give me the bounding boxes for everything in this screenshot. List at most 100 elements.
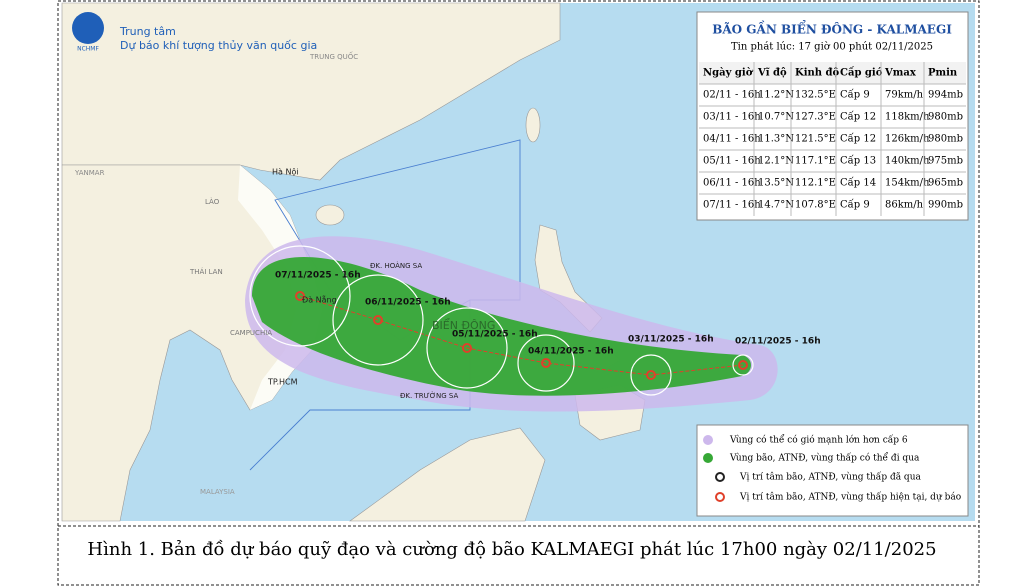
map-label: MALAYSIA (200, 488, 235, 496)
table-cell: Cấp 14 (840, 178, 876, 189)
table-cell: 118km/h (885, 112, 930, 123)
table-cell: 86km/h (885, 200, 924, 211)
legend (696, 424, 969, 517)
table-cell: 02/11 - 16h (703, 90, 761, 101)
table-cell: 117.1°E (795, 156, 836, 167)
legend-swatch (703, 453, 713, 463)
land-borneo (349, 427, 546, 522)
map-labels: TRUNG QUỐC YANMAR LÀO THÁI LAN CAMPUCHIA Hà N… (74, 51, 495, 496)
table-cell: Cấp 12 (840, 112, 876, 123)
column-header: Kinh độ (795, 68, 840, 79)
map-label: TRUNG QUỐC (309, 51, 358, 61)
table-cell: 10.7°N (758, 112, 794, 123)
storm-cone (252, 256, 751, 396)
table-cell: 06/11 - 16h (703, 178, 761, 189)
table-cell: 107.8°E (795, 200, 836, 211)
table-cell: 975mb (928, 156, 963, 167)
table-cell: 154km/h (885, 178, 930, 189)
forecast-label: 04/11/2025 - 16h (528, 347, 614, 357)
storm-center (646, 370, 656, 380)
table-subtitle: Tin phát lúc: 17 giờ 00 phút 02/11/2025 (731, 42, 933, 53)
forecast-label: 06/11/2025 - 16h (365, 298, 451, 308)
forecast-points: 02/11/2025 - 16h 03/11/2025 - 16h 04/11/20… (249, 245, 821, 396)
org-line1: Trung tâm (119, 25, 176, 38)
map-label: CAMPUCHIA (230, 329, 272, 337)
column-header: Vmax (884, 68, 917, 79)
map-label: Đà Nẵng (302, 295, 337, 305)
forecast-circle (517, 334, 575, 392)
forecast-circle (332, 274, 424, 366)
table-cell: 990mb (928, 200, 963, 211)
map-label: LÀO (205, 197, 220, 206)
table-grid: Ngày giờ Vĩ độ Kinh độ Cấp gió Vmax Pmin 02/11… (699, 62, 966, 216)
forecast-label: 02/11/2025 - 16h (735, 337, 821, 347)
table-cell: 14.7°N (758, 200, 794, 211)
table-cell: 07/11 - 16h (703, 200, 761, 211)
table-cell: 132.5°E (795, 90, 836, 101)
forecast-label: 05/11/2025 - 16h (452, 330, 538, 340)
legend-swatch (715, 492, 725, 502)
storm-center (738, 360, 748, 370)
column-header: Ngày giờ (703, 68, 754, 79)
storm-track (299, 295, 744, 376)
table-cell: 03/11 - 16h (703, 112, 761, 123)
map-label: ĐK. TRƯỜNG SA (400, 391, 458, 400)
legend-label: Vị trí tâm bão, ATNĐ, vùng thấp đã qua (739, 472, 921, 483)
forecast-circle (426, 307, 508, 389)
table-cell: 11.2°N (758, 90, 794, 101)
table-cell: 12.1°N (758, 156, 794, 167)
table-cell: Cấp 13 (840, 156, 876, 167)
forecast-label: 07/11/2025 - 16h (275, 271, 361, 281)
table-cell: 11.3°N (758, 134, 794, 145)
table-cell: Cấp 9 (840, 90, 870, 101)
table-cell: Cấp 12 (840, 134, 876, 145)
storm-center (373, 315, 383, 325)
column-header: Pmin (928, 68, 958, 79)
map: 02/11/2025 - 16h 03/11/2025 - 16h 04/11/20… (61, 2, 975, 522)
table-cell: 112.1°E (795, 178, 836, 189)
island-hainan (315, 204, 345, 226)
legend-label: Vùng bão, ATNĐ, vùng thấp có thể đi qua (729, 452, 920, 464)
table-cell: 79km/h (885, 90, 924, 101)
legend-swatch (715, 472, 725, 482)
table-cell: 980mb (928, 134, 963, 145)
caption: Hình 1. Bản đồ dự báo quỹ đạo và cường đ… (87, 539, 936, 560)
map-label: Hà Nội (272, 167, 299, 177)
legend-label: Vùng có thể có gió mạnh lớn hơn cấp 6 (729, 434, 908, 446)
legend-label: Vị trí tâm bão, ATNĐ, vùng thấp hiện tại… (739, 492, 961, 503)
map-label: THÁI LAN (189, 267, 223, 276)
column-header: Vĩ độ (757, 68, 787, 79)
table-cell: 965mb (928, 178, 963, 189)
table-cell: 994mb (928, 90, 963, 101)
land-china (61, 2, 561, 181)
table-header-bg (699, 62, 966, 84)
table-cell: 121.5°E (795, 134, 836, 145)
table-cell: 04/11 - 16h (703, 134, 761, 145)
storm-center (462, 343, 472, 353)
forecast-circle (630, 354, 672, 396)
org-line2: Dự báo khí tượng thủy văn quốc gia (120, 39, 317, 52)
storm-center (295, 291, 305, 301)
map-label: YANMAR (74, 169, 105, 177)
column-header: Cấp gió (840, 67, 883, 79)
info-table (696, 11, 969, 221)
logo-text: NCHMF (77, 46, 99, 53)
legend-entries: Vùng có thể có gió mạnh lớn hơn cấp 6 Vùn… (729, 434, 961, 503)
frame (57, 0, 980, 586)
forecast-circle (732, 354, 754, 376)
map-label: TP.HCM (267, 378, 298, 387)
table-cell: Cấp 9 (840, 200, 870, 211)
table-cell: 140km/h (885, 156, 930, 167)
storm-center (541, 358, 551, 368)
logo (72, 12, 104, 44)
table-cell: 127.3°E (795, 112, 836, 123)
legend-swatch (703, 435, 713, 445)
map-label: ĐK. HOÀNG SA (370, 261, 422, 270)
forecast-label: 03/11/2025 - 16h (628, 335, 714, 345)
table-cell: 980mb (928, 112, 963, 123)
map-label: BIỂN ĐÔNG (432, 318, 495, 332)
table-title: BÃO GẦN BIỂN ĐÔNG - KALMAEGI (712, 19, 952, 37)
table-cell: 05/11 - 16h (703, 156, 761, 167)
